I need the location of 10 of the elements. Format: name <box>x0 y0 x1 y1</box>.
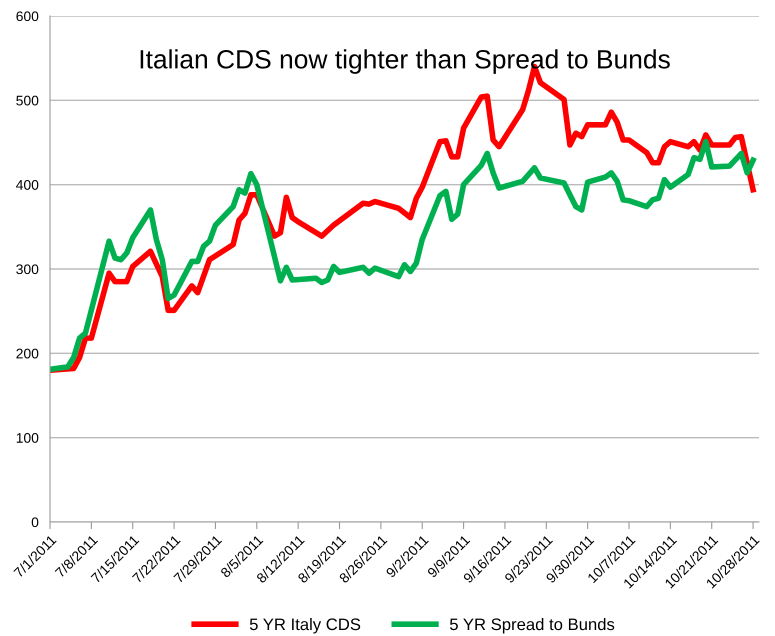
y-tick-label: 400 <box>16 180 38 190</box>
legend-label: 5 YR Italy CDS <box>250 618 360 634</box>
text: Italian CDS now tighter than Spread to Bunds <box>140 49 670 74</box>
y-tick-label: 600 <box>16 11 38 22</box>
y-tick-label: 0 <box>32 517 38 528</box>
y-tick-label: 100 <box>16 433 38 443</box>
y-tick-label: 200 <box>16 348 38 359</box>
y-tick-label: 500 <box>16 96 38 106</box>
legend-label: 5 YR Spread to Bunds <box>450 618 614 634</box>
y-tick-label: 300 <box>16 264 38 274</box>
